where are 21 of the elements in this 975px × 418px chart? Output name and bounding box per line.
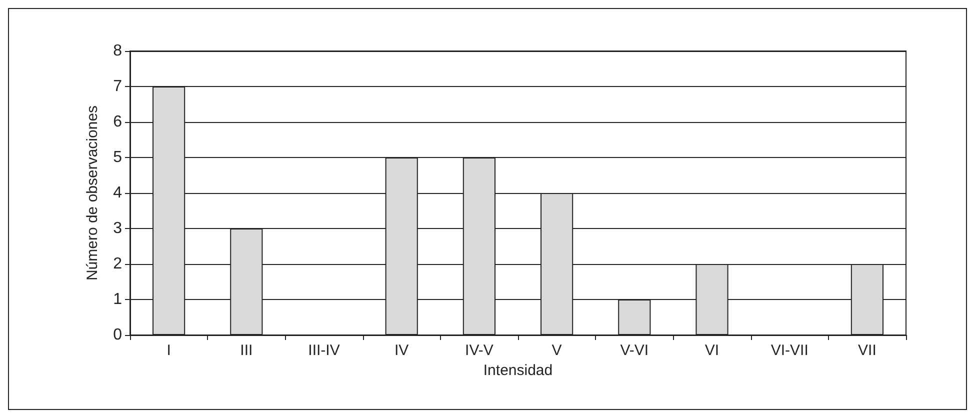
x-tick-label: IV-V — [465, 342, 494, 359]
x-tick-label: VI — [704, 342, 720, 359]
x-tick-label: V-VI — [620, 342, 649, 359]
x-tick-label: V — [552, 342, 562, 359]
x-tick-label: VI-VII — [770, 342, 808, 359]
y-tick-label: 5 — [113, 149, 122, 166]
y-tick-label: 0 — [113, 326, 122, 344]
x-tick-label: III-IV — [308, 342, 340, 359]
y-tick-label: 8 — [113, 42, 122, 60]
y-tick-label: 4 — [113, 184, 122, 202]
x-tick-label: III — [240, 342, 253, 359]
x-tick-label: IV — [394, 342, 409, 359]
y-tick-label: 7 — [113, 78, 122, 95]
y-axis-title: Número de observaciones — [84, 105, 101, 281]
y-tick-label: 6 — [113, 114, 122, 130]
y-tick-label: 2 — [113, 256, 122, 272]
x-tick-label: VII — [858, 342, 876, 359]
y-tick-label: 3 — [113, 220, 122, 237]
x-tick-label: I — [166, 342, 171, 359]
y-tick-label: 1 — [113, 291, 122, 308]
x-axis-title: Intensidad — [483, 362, 553, 379]
